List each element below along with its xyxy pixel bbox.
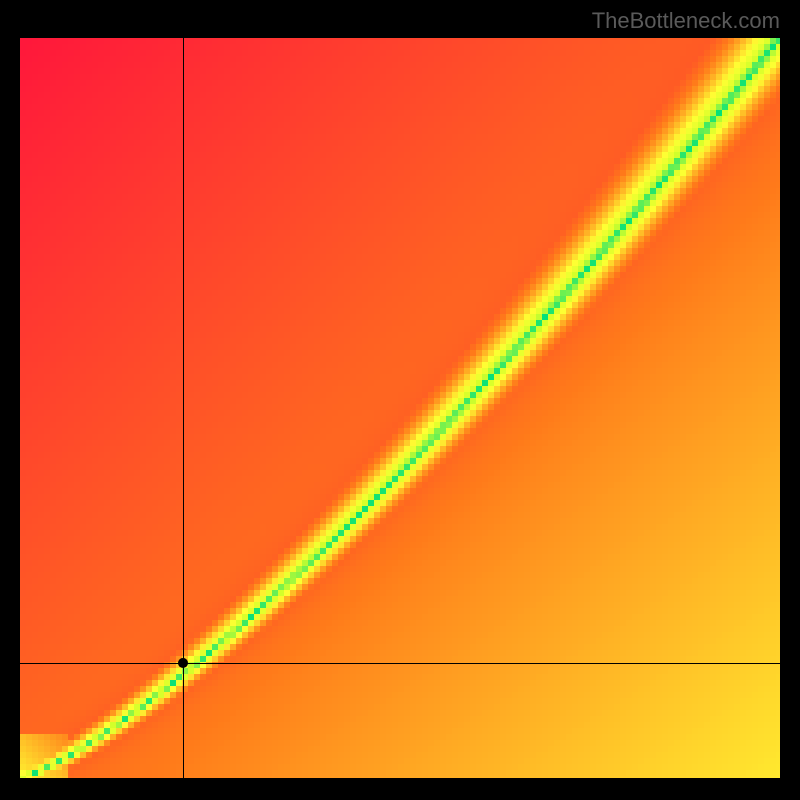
heatmap-chart [20, 38, 780, 778]
watermark-text: TheBottleneck.com [592, 8, 780, 34]
heatmap-canvas [20, 38, 780, 778]
